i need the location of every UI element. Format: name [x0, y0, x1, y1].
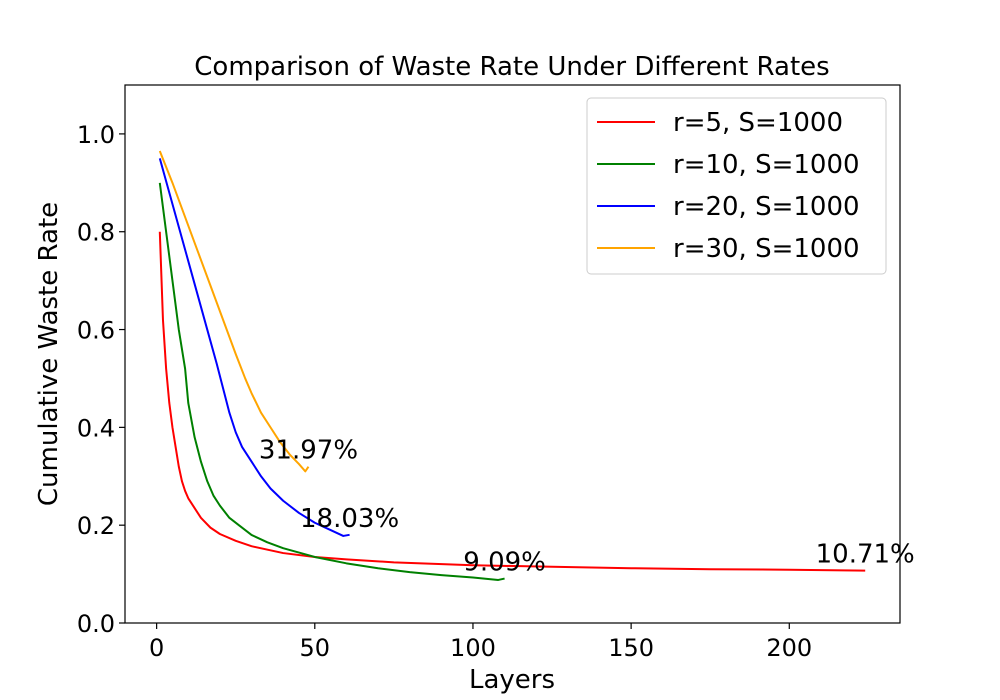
end-label-3: 18.03% [300, 504, 399, 534]
x-tick-label: 150 [608, 634, 654, 662]
plot-lines [158, 150, 866, 581]
legend-label-2: r=10, S=1000 [673, 150, 860, 180]
y-axis-label: Cumulative Waste Rate [34, 202, 64, 506]
end-label-1: 10.71% [816, 540, 915, 570]
y-tick-label: 0.8 [77, 219, 115, 247]
x-tick-label: 100 [450, 634, 496, 662]
end-label-2: 9.09% [463, 548, 546, 578]
legend-box [586, 97, 887, 275]
y-tick-label: 0.0 [77, 610, 115, 638]
plot-frame [124, 84, 901, 624]
series-line-4 [158, 150, 310, 473]
series-line-1 [158, 231, 866, 572]
x-tick-label: 50 [300, 634, 331, 662]
series-line-3 [158, 158, 350, 537]
series-line-2 [158, 182, 505, 581]
end-label-4: 31.97% [259, 436, 358, 466]
y-tick-label: 0.6 [77, 317, 115, 345]
x-tick-label: 200 [766, 634, 812, 662]
y-tick-label: 1.0 [77, 121, 115, 149]
legend-label-1: r=5, S=1000 [673, 108, 843, 138]
chart-title: Comparison of Waste Rate Under Different… [194, 52, 829, 82]
y-tick-label: 0.2 [77, 512, 115, 540]
legend-label-4: r=30, S=1000 [673, 234, 860, 264]
legend: r=5, S=1000 r=10, S=1000 r=20, S=1000 r=30,… [586, 97, 887, 275]
x-tick-label: 0 [149, 634, 164, 662]
x-axis-ticks: 0 50 100 150 200 [149, 623, 812, 662]
y-tick-label: 0.4 [77, 414, 115, 442]
legend-label-3: r=20, S=1000 [673, 192, 860, 222]
x-axis-label: Layers [469, 665, 555, 695]
y-axis-ticks: 0.0 0.2 0.4 0.6 0.8 1.0 [77, 121, 125, 638]
end-annotations: 10.71% 9.09% 18.03% 31.97% [259, 436, 915, 578]
